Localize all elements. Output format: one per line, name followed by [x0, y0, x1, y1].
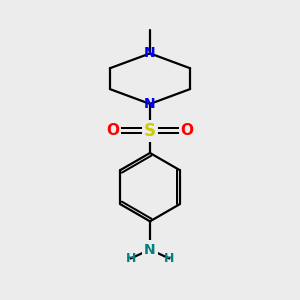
Text: H: H: [164, 252, 175, 265]
Text: O: O: [106, 123, 119, 138]
Text: N: N: [144, 46, 156, 60]
Text: S: S: [144, 122, 156, 140]
Text: H: H: [125, 252, 136, 265]
Text: N: N: [144, 243, 156, 256]
Text: N: N: [144, 97, 156, 111]
Text: O: O: [181, 123, 194, 138]
